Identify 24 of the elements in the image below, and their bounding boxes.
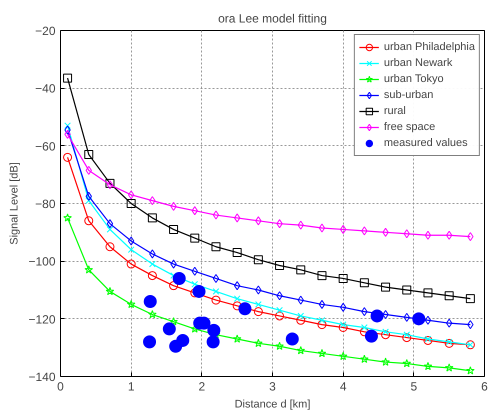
x-axis-title: Distance d [km] [234, 398, 310, 410]
y-tick-label: −80 [35, 197, 56, 211]
x-tick-label: 0 [57, 380, 64, 394]
x-tick-label: 5 [410, 380, 418, 394]
y-tick-label: −40 [35, 82, 56, 96]
x-tick-label: 3 [269, 380, 276, 394]
legend-label: rural [384, 104, 406, 119]
legend-label: urban Newark [384, 56, 452, 71]
legend-label: measured values [384, 136, 468, 151]
legend-label: urban Philadelphia [384, 40, 475, 55]
legend-label: sub-urban [384, 88, 434, 103]
legend-label: free space [384, 120, 436, 135]
y-tick-label: −140 [28, 370, 56, 384]
y-tick-label: −60 [35, 139, 56, 154]
y-tick-label: −100 [28, 254, 56, 269]
x-tick-label: 4 [340, 380, 347, 394]
y-tick-label: −120 [28, 312, 56, 326]
legend-label: urban Tokyo [384, 72, 444, 87]
chart-title: ora Lee model fitting [218, 12, 327, 26]
x-tick-label: 2 [198, 380, 206, 394]
x-tick-label: 1 [128, 380, 135, 394]
y-axis-title: Signal Level [dB] [8, 162, 20, 245]
y-tick-label: −20 [35, 24, 56, 38]
x-tick-label: 6 [481, 380, 488, 394]
